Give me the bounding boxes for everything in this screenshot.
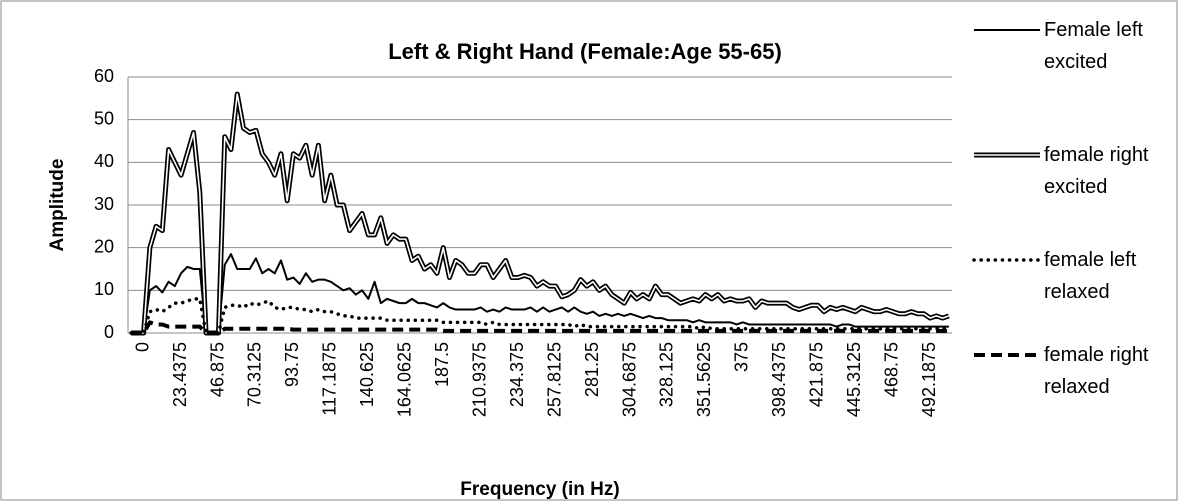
legend-swatch [974, 152, 1040, 158]
x-tick-label: 0 [132, 342, 152, 352]
legend-label: female right excited [1044, 144, 1149, 198]
x-tick-label: 70.3125 [245, 342, 265, 407]
x-tick-label: 257.8125 [544, 342, 564, 417]
x-tick-label: 117.1875 [320, 342, 340, 416]
y-tick-label: 60 [94, 66, 114, 86]
legend-entry: female left relaxed [972, 244, 1162, 308]
y-tick-label: 40 [94, 151, 114, 171]
x-tick-label: 23.4375 [170, 342, 190, 407]
x-tick-label: 164.0625 [395, 342, 415, 417]
x-tick-label: 281.25 [582, 342, 602, 397]
legend-label: female right relaxed [1044, 344, 1149, 398]
legend-swatch [974, 353, 1040, 357]
legend-entry: female right excited [972, 139, 1162, 203]
x-tick-label: 351.5625 [694, 342, 714, 417]
x-tick-label: 93.75 [282, 342, 302, 387]
y-axis-title: Amplitude [47, 159, 68, 252]
x-tick-label: 187.5 [432, 342, 452, 387]
x-tick-label: 140.625 [357, 342, 377, 407]
y-tick-label: 50 [94, 108, 114, 128]
x-tick-label: 398.4375 [769, 342, 789, 417]
x-tick-label: 234.375 [507, 342, 527, 407]
x-tick-label: 375 [732, 342, 752, 372]
legend-label: female left relaxed [1044, 249, 1137, 303]
y-tick-label: 10 [94, 279, 114, 299]
legend-swatch [972, 258, 1042, 262]
legend-label: Female left excited [1044, 19, 1143, 73]
x-tick-label: 210.9375 [469, 342, 489, 417]
y-tick-label: 30 [94, 194, 114, 214]
x-tick-label: 328.125 [657, 342, 677, 407]
series-line [131, 253, 949, 334]
x-tick-label: 421.875 [807, 342, 827, 407]
x-tick-label: 46.875 [207, 342, 227, 397]
y-tick-label: 20 [94, 236, 114, 256]
x-axis-title: Frequency (in Hz) [460, 479, 619, 500]
legend-entry: Female left excited [972, 14, 1162, 78]
x-tick-label: 445.3125 [844, 342, 864, 417]
series-line-inner [131, 93, 950, 334]
x-tick-label: 468.75 [881, 342, 901, 397]
chart-title: Left & Right Hand (Female:Age 55-65) [388, 39, 782, 64]
x-tick-label: 492.1875 [919, 342, 939, 417]
legend-entry: female right relaxed [972, 339, 1162, 403]
x-tick-label: 304.6875 [619, 342, 639, 417]
legend-swatch [974, 29, 1040, 31]
y-tick-label: 0 [104, 322, 114, 342]
series-line [129, 297, 951, 335]
